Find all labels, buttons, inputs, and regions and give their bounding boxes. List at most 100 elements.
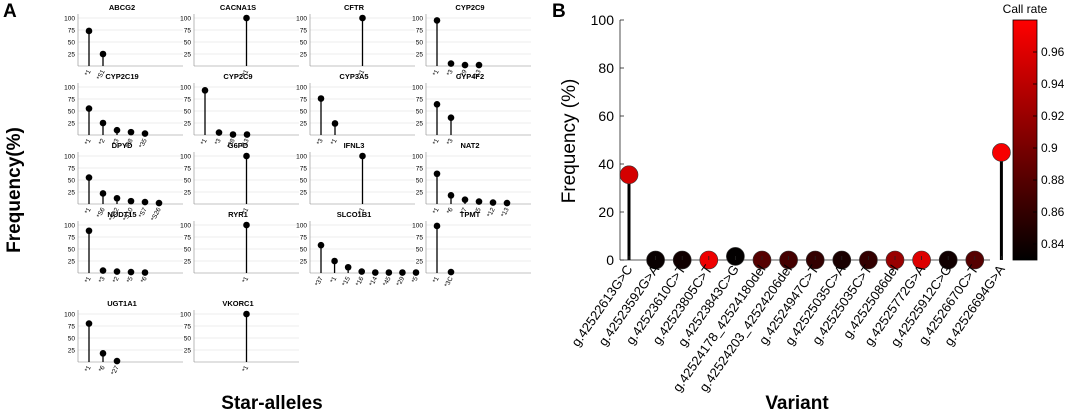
data-point	[331, 120, 339, 127]
y-tick-label: 25	[416, 121, 424, 128]
subplot-title: NAT2	[460, 141, 479, 150]
allele-label: *3C	[443, 275, 454, 288]
y-tick-label: 50	[68, 40, 76, 47]
subplot-title: UGT1A1	[107, 299, 137, 308]
y-tick-label: 75	[300, 28, 308, 35]
data-point	[385, 269, 393, 276]
data-point	[447, 60, 455, 67]
allele-label: *38	[124, 137, 135, 149]
allele-label: *12	[486, 206, 497, 218]
data-point	[99, 267, 107, 274]
y-tick-label: 100	[296, 16, 307, 23]
data-point	[99, 190, 107, 197]
y-tick-label: 100	[591, 12, 615, 28]
data-point	[619, 165, 639, 185]
y-tick-label: 25	[300, 52, 308, 59]
colorbar-tick-label: 0.9	[1041, 141, 1058, 155]
y-tick-label: 50	[300, 40, 308, 47]
allele-label: *16	[355, 275, 366, 287]
data-point	[317, 241, 325, 249]
y-tick-label: 25	[300, 190, 308, 197]
y-tick-label: 50	[184, 109, 192, 116]
colorbar-tick-label: 0.86	[1041, 205, 1065, 219]
data-point	[201, 87, 209, 94]
y-tick-label: 100	[180, 16, 191, 23]
allele-label: *1	[432, 68, 441, 77]
y-tick-label: 25	[184, 190, 192, 197]
data-point	[99, 350, 107, 357]
subplot-cyp2c19: CYP2C19 25 50 75 100 *1 *2 *3 *38 *35	[64, 72, 183, 150]
data-point	[475, 61, 483, 69]
y-tick-label: 100	[180, 223, 191, 230]
data-point	[503, 199, 511, 207]
data-point	[461, 61, 469, 69]
data-point	[113, 357, 121, 365]
y-tick-label: 25	[68, 348, 76, 355]
y-tick-label: 50	[184, 178, 192, 185]
y-tick-label: 25	[68, 259, 76, 266]
allele-label: *S26	[150, 206, 163, 222]
allele-label: *37	[314, 275, 325, 287]
data-point	[489, 199, 497, 206]
y-tick-label: 50	[300, 247, 308, 254]
subplot-title: CYP3A5	[339, 72, 368, 81]
y-tick-label: 75	[68, 28, 76, 35]
allele-label: *1	[84, 364, 93, 373]
allele-label: *14	[368, 275, 379, 287]
data-point	[992, 143, 1011, 162]
subplot-title: CYP4F2	[456, 72, 484, 81]
data-point	[461, 196, 469, 203]
colorbar-tick-label: 0.92	[1041, 109, 1065, 123]
panel-b-lollipop-chart: 020406080100g.42522613G>Cg.42523592G>Ag.…	[568, 12, 1011, 395]
allele-label: *3	[446, 137, 455, 146]
y-tick-label: 50	[300, 109, 308, 116]
data-point	[99, 119, 107, 127]
y-tick-label: 75	[300, 235, 308, 242]
y-tick-label: 100	[64, 223, 75, 230]
y-tick-label: 50	[416, 178, 424, 185]
y-tick-label: 50	[184, 247, 192, 254]
y-tick-label: 100	[180, 312, 191, 319]
y-tick-label: 50	[68, 109, 76, 116]
panel-a-label: A	[3, 1, 17, 22]
y-tick-label: 25	[416, 52, 424, 59]
data-point	[85, 105, 93, 112]
data-point	[243, 131, 251, 138]
y-tick-label: 75	[184, 28, 192, 35]
y-tick-label: 25	[68, 190, 76, 197]
subplot-title: DPYD	[112, 141, 133, 150]
colorbar-tick-label: 0.94	[1041, 77, 1065, 91]
colorbar	[1012, 19, 1038, 261]
subplot-g6pd: G6PD 25 50 75 100 *1	[180, 141, 299, 215]
allele-label: *3	[316, 137, 325, 146]
y-tick-label: 75	[68, 324, 76, 331]
allele-label: *1	[84, 68, 93, 77]
y-tick-label: 60	[598, 108, 614, 124]
subplot-nat2: NAT2 25 50 75 100 *1 *6 *7 *5 *12 *13	[412, 141, 531, 219]
data-point	[433, 17, 441, 24]
data-point	[141, 269, 149, 276]
subplot-cyp4f2: CYP4F2 25 50 75 100 *1 *3	[412, 72, 531, 146]
allele-label: *3	[446, 68, 455, 77]
subplot-title: NUDT15	[107, 210, 136, 219]
data-point	[85, 27, 93, 35]
allele-label: *15	[341, 275, 352, 287]
data-point	[85, 227, 93, 235]
data-point	[113, 126, 121, 134]
subplot-ryr1: RYR1 25 50 75 100 *1	[180, 210, 299, 284]
allele-label: *2	[112, 275, 121, 284]
y-tick-label: 75	[300, 166, 308, 173]
panel-a-ylabel: Frequency(%)	[4, 127, 25, 253]
subplot-title: IFNL3	[344, 141, 365, 150]
subplot-tpmt: TPMT 25 50 75 100 *1 *3C	[412, 210, 531, 289]
colorbar-tick-label: 0.84	[1041, 237, 1065, 251]
data-point	[358, 268, 366, 275]
y-tick-label: 25	[184, 348, 192, 355]
data-point	[215, 129, 223, 136]
allele-label: *1	[432, 137, 441, 146]
y-tick-label: 75	[184, 324, 192, 331]
data-point	[85, 174, 93, 181]
y-tick-label: 25	[68, 52, 76, 59]
y-tick-label: 40	[598, 156, 614, 172]
